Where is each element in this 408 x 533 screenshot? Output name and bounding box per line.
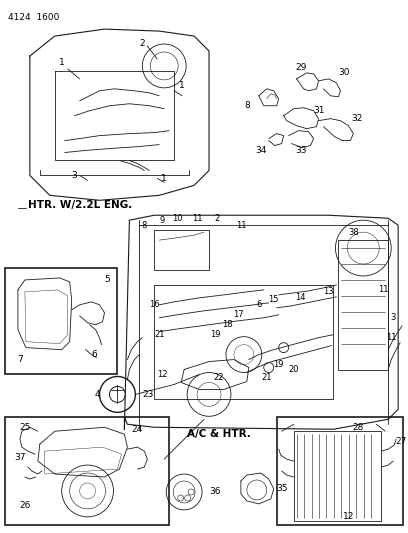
- Text: 1: 1: [59, 59, 64, 68]
- Text: 22: 22: [214, 373, 224, 382]
- Text: HTR. W/2.2L ENG.: HTR. W/2.2L ENG.: [28, 200, 132, 211]
- Text: 1: 1: [179, 82, 185, 90]
- Text: 18: 18: [222, 320, 232, 329]
- Text: 31: 31: [313, 106, 325, 115]
- Text: 8: 8: [142, 221, 147, 230]
- Text: 27: 27: [395, 437, 406, 446]
- Text: 11: 11: [236, 221, 246, 230]
- Text: A/C & HTR.: A/C & HTR.: [187, 429, 251, 439]
- Text: 29: 29: [295, 63, 306, 72]
- Text: 20: 20: [288, 365, 299, 374]
- Text: 3: 3: [71, 171, 77, 180]
- Text: 12: 12: [157, 370, 168, 379]
- Text: 15: 15: [268, 295, 279, 304]
- Bar: [5, 268, 118, 375]
- Text: 33: 33: [295, 146, 306, 155]
- Text: 30: 30: [338, 68, 350, 77]
- Text: 26: 26: [19, 502, 31, 511]
- Bar: [154, 230, 209, 270]
- Text: 23: 23: [142, 390, 154, 399]
- Text: 38: 38: [348, 228, 359, 237]
- Text: 11: 11: [378, 285, 388, 294]
- Text: 21: 21: [154, 330, 164, 339]
- Text: 14: 14: [295, 293, 306, 302]
- Bar: [5, 417, 169, 525]
- Text: 24: 24: [132, 425, 143, 434]
- Text: 21: 21: [262, 373, 272, 382]
- Text: 1: 1: [161, 174, 167, 183]
- Text: 37: 37: [14, 453, 26, 462]
- Text: 28: 28: [353, 423, 364, 432]
- Text: 25: 25: [19, 423, 31, 432]
- Text: 4124  1600: 4124 1600: [8, 13, 59, 22]
- Text: 3: 3: [390, 313, 396, 322]
- Text: 34: 34: [255, 146, 266, 155]
- Text: 11: 11: [386, 333, 397, 342]
- Text: 35: 35: [277, 484, 288, 494]
- Text: 32: 32: [351, 114, 363, 123]
- Text: 11: 11: [192, 214, 202, 223]
- Text: 8: 8: [244, 101, 250, 110]
- Text: 2: 2: [140, 38, 145, 47]
- Text: 7: 7: [17, 355, 23, 364]
- Bar: [338, 240, 388, 369]
- Text: 36: 36: [209, 488, 221, 496]
- Text: 16: 16: [149, 300, 160, 309]
- Text: 19: 19: [273, 360, 284, 369]
- Text: 6: 6: [256, 300, 262, 309]
- Bar: [294, 431, 381, 521]
- Text: 12: 12: [343, 512, 354, 521]
- Text: 2: 2: [214, 214, 220, 223]
- Text: 4: 4: [95, 390, 100, 399]
- Text: 17: 17: [233, 310, 244, 319]
- Text: 13: 13: [323, 287, 334, 296]
- Text: 9: 9: [160, 216, 165, 225]
- Text: 19: 19: [210, 330, 220, 339]
- Text: 5: 5: [104, 276, 111, 285]
- Text: 6: 6: [92, 350, 98, 359]
- Text: 10: 10: [172, 214, 182, 223]
- Bar: [277, 417, 403, 525]
